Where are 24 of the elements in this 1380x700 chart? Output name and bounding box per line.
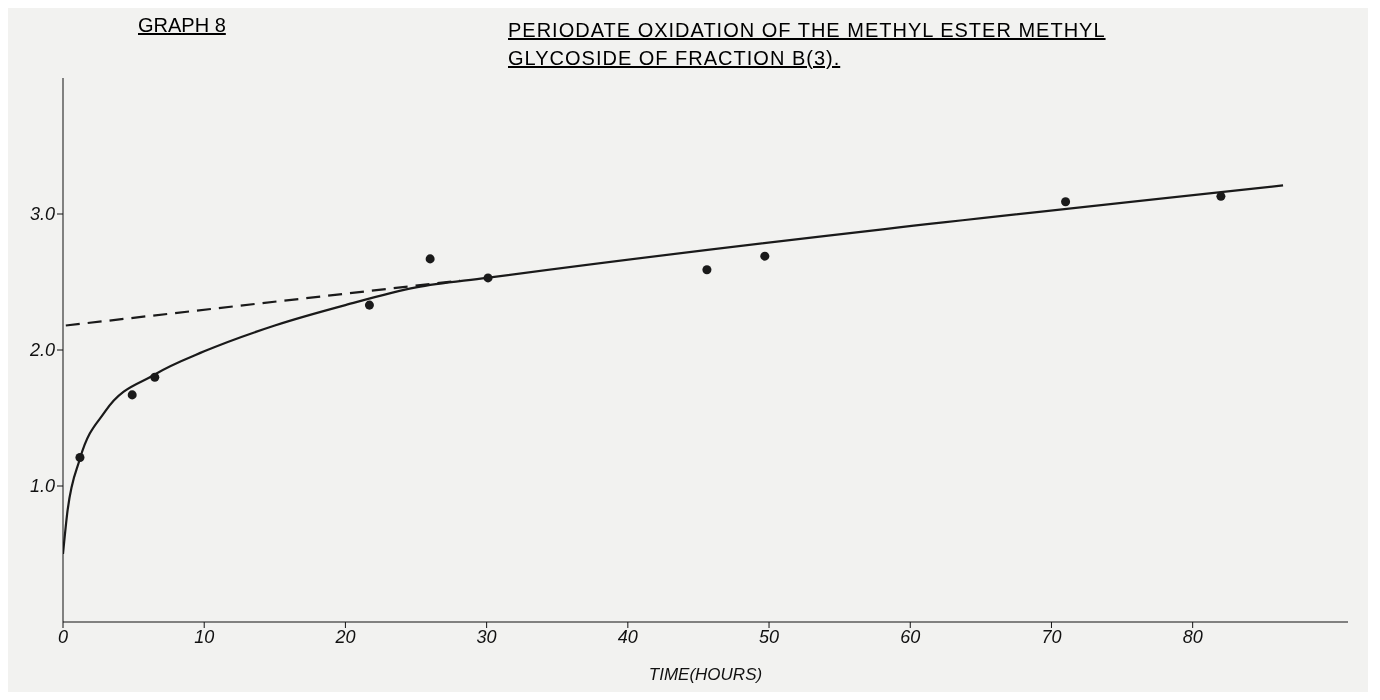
point <box>1061 197 1071 207</box>
x-tick-label: 0 <box>57 626 69 647</box>
x-tick-label: 40 <box>617 626 638 647</box>
chart-title: GRAPH 8 <box>138 14 226 37</box>
point <box>425 254 435 264</box>
point <box>127 390 137 400</box>
point <box>760 251 770 261</box>
x-axis-title: TIME(HOURS) <box>648 665 763 684</box>
x-tick-label: 80 <box>1182 626 1203 647</box>
point <box>75 452 85 462</box>
point <box>702 265 712 275</box>
point <box>364 300 374 310</box>
x-tick-label: 60 <box>900 626 921 647</box>
y-tick-label: 3.0 <box>29 204 55 225</box>
chart-subtitle: PERIODATE OXIDATION OF THE METHYL ESTER METHYL GLYCOSIDE OF FRACTION B(3). <box>508 18 1107 71</box>
x-tick-label: 30 <box>476 626 497 647</box>
point <box>150 372 160 382</box>
x-tick-label: 20 <box>334 626 356 647</box>
point <box>483 273 493 283</box>
y-tick-label: 1.0 <box>29 476 55 497</box>
x-tick-label: 10 <box>194 626 215 647</box>
x-tick-label: 50 <box>759 626 780 647</box>
y-tick-label: 2.0 <box>28 340 55 361</box>
x-tick-label: 70 <box>1041 626 1062 647</box>
